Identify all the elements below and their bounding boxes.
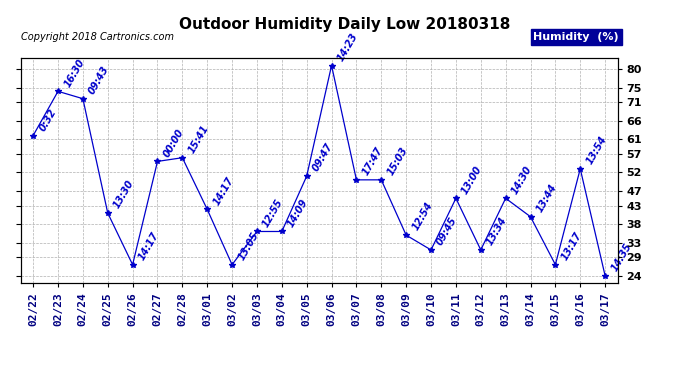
Text: 12:55: 12:55 [261, 197, 285, 229]
Text: 17:47: 17:47 [361, 146, 385, 177]
Text: 12:54: 12:54 [411, 201, 435, 232]
Text: 14:17: 14:17 [137, 230, 161, 262]
Text: 13:17: 13:17 [560, 230, 584, 262]
Text: 13:54: 13:54 [584, 134, 609, 166]
Text: 13:00: 13:00 [460, 164, 484, 195]
Text: 13:44: 13:44 [535, 182, 559, 214]
Text: Copyright 2018 Cartronics.com: Copyright 2018 Cartronics.com [21, 32, 174, 42]
Text: 09:43: 09:43 [87, 64, 111, 96]
Text: 13:30: 13:30 [112, 178, 136, 210]
Text: 15:03: 15:03 [386, 146, 410, 177]
Text: 16:30: 16:30 [62, 57, 86, 88]
Text: 09:45: 09:45 [435, 215, 460, 247]
Text: 15:41: 15:41 [186, 123, 210, 155]
Text: Humidity  (%): Humidity (%) [533, 32, 619, 42]
Text: 14:35: 14:35 [609, 241, 633, 273]
Text: 14:09: 14:09 [286, 197, 310, 229]
Text: 0:32: 0:32 [37, 107, 58, 133]
Text: 13:05: 13:05 [236, 230, 260, 262]
Text: Outdoor Humidity Daily Low 20180318: Outdoor Humidity Daily Low 20180318 [179, 17, 511, 32]
Text: 14:23: 14:23 [336, 31, 359, 63]
Text: 09:47: 09:47 [311, 142, 335, 173]
Text: 14:17: 14:17 [211, 175, 235, 207]
Text: 13:34: 13:34 [485, 215, 509, 247]
Text: 00:00: 00:00 [161, 127, 186, 159]
Text: 14:30: 14:30 [510, 164, 534, 195]
